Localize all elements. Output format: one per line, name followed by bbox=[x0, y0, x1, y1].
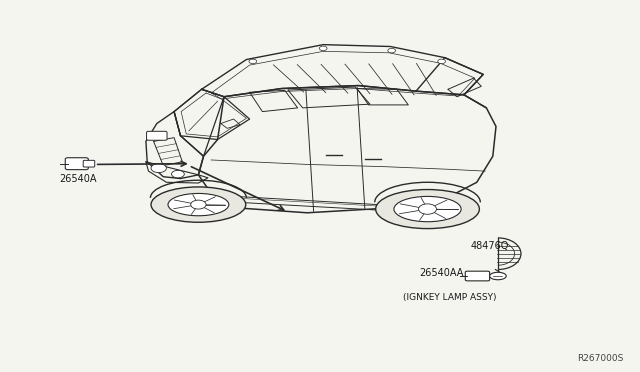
Circle shape bbox=[419, 204, 436, 214]
Circle shape bbox=[438, 59, 445, 64]
Circle shape bbox=[151, 164, 166, 173]
Text: 48476Q: 48476Q bbox=[470, 241, 509, 250]
FancyBboxPatch shape bbox=[465, 271, 490, 281]
Circle shape bbox=[172, 170, 184, 178]
Circle shape bbox=[249, 59, 257, 64]
Text: 26540AA: 26540AA bbox=[419, 269, 463, 278]
FancyBboxPatch shape bbox=[147, 131, 167, 140]
Ellipse shape bbox=[394, 196, 461, 222]
Ellipse shape bbox=[168, 193, 229, 216]
Circle shape bbox=[319, 46, 327, 51]
FancyBboxPatch shape bbox=[83, 160, 95, 167]
Circle shape bbox=[191, 200, 206, 209]
Ellipse shape bbox=[490, 272, 506, 280]
Text: 26540A: 26540A bbox=[59, 174, 97, 184]
Circle shape bbox=[388, 48, 396, 53]
Text: (IGNKEY LAMP ASSY): (IGNKEY LAMP ASSY) bbox=[403, 293, 497, 302]
Ellipse shape bbox=[376, 189, 479, 228]
Ellipse shape bbox=[151, 187, 246, 222]
FancyBboxPatch shape bbox=[65, 158, 88, 170]
Text: R267000S: R267000S bbox=[578, 354, 624, 363]
